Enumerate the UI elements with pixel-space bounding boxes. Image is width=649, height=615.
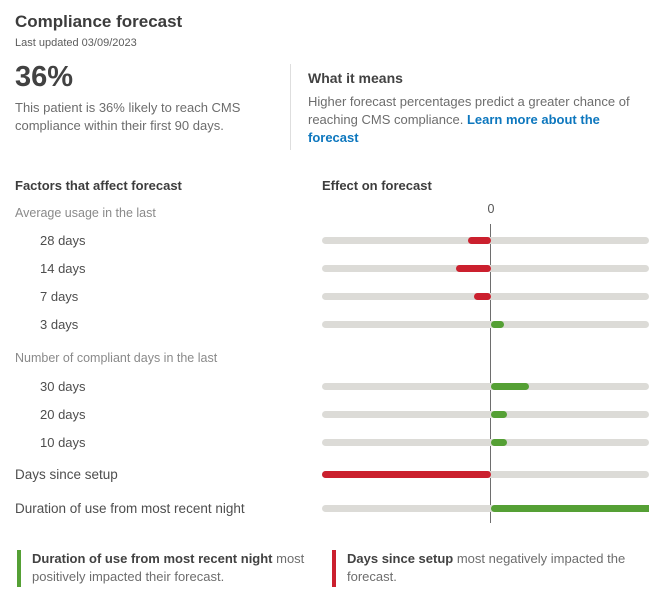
factor-label: Duration of use from most recent night: [15, 500, 245, 516]
factor-label: 3 days: [40, 316, 79, 332]
section-headers: Factors that affect forecast Effect on f…: [0, 178, 649, 196]
callouts: Duration of use from most recent night m…: [0, 550, 649, 587]
negative-effect-bar: [468, 236, 491, 244]
factor-label: 28 days: [40, 232, 86, 248]
factor-row: 10 days: [0, 428, 649, 456]
forecast-percentage: 36%: [15, 61, 74, 93]
positive-effect-bar: [491, 382, 529, 390]
chart-rows: Average usage in the last 28 days 14 days 7…: [0, 200, 649, 524]
factor-label: 7 days: [40, 288, 79, 304]
what-it-means-title: What it means: [308, 70, 403, 86]
forecast-summary: 36% This patient is 36% likely to reach …: [0, 62, 290, 152]
zero-axis-line: [490, 224, 491, 523]
factor-row: 30 days: [0, 372, 649, 400]
what-it-means-text: Higher forecast percentages predict a gr…: [308, 94, 630, 128]
factor-row: 20 days: [0, 400, 649, 428]
negative-callout: Days since setup most negatively impacte…: [332, 550, 649, 587]
factor-row: 3 days: [0, 310, 649, 338]
effect-track: [322, 382, 649, 390]
factor-label: 14 days: [40, 260, 86, 276]
negative-effect-bar: [456, 264, 491, 272]
learn-more-link[interactable]: Learn more about the forecast: [308, 112, 600, 146]
factor-row: Duration of use from most recent night: [0, 492, 649, 524]
effect-header: Effect on forecast: [322, 178, 432, 193]
factor-group-label: Number of compliant days in the last: [15, 351, 218, 365]
summary-band: 36% This patient is 36% likely to reach …: [0, 62, 649, 152]
factors-header: Factors that affect forecast: [15, 178, 182, 193]
forecast-description: This patient is 36% likely to reach CMS …: [15, 100, 241, 133]
last-updated: Last updated 03/09/2023: [15, 37, 137, 49]
positive-callout-factor: Duration of use from most recent night: [32, 551, 273, 566]
positive-effect-bar: [491, 320, 504, 328]
effect-track: [322, 320, 649, 328]
factor-group-row: Average usage in the last: [0, 200, 649, 226]
negative-effect-bar: [474, 292, 491, 300]
negative-effect-bar: [322, 470, 491, 478]
factor-label: 30 days: [40, 378, 86, 394]
what-it-means-panel: What it means Higher forecast percentage…: [291, 62, 644, 152]
factor-group-row: Number of compliant days in the last: [0, 338, 649, 372]
factor-label: 10 days: [40, 434, 86, 450]
factor-row: 7 days: [0, 282, 649, 310]
effect-track: [322, 504, 649, 512]
positive-callout: Duration of use from most recent night m…: [17, 550, 308, 587]
effect-track: [322, 410, 649, 418]
positive-callout-text: most positively impacted their forecast.: [32, 551, 305, 585]
header: Compliance forecast Last updated 03/09/2…: [0, 0, 649, 49]
effect-on-forecast-chart: 0 Average usage in the last 28 days 14 day…: [0, 200, 649, 524]
effect-track: [322, 438, 649, 446]
factor-label: Days since setup: [15, 466, 118, 482]
what-it-means-description: Higher forecast percentages predict a gr…: [308, 93, 644, 148]
negative-callout-factor: Days since setup: [347, 551, 454, 566]
negative-callout-text: most negatively impacted the forecast.: [347, 551, 626, 585]
factor-label: 20 days: [40, 406, 86, 422]
factor-row: 28 days: [0, 226, 649, 254]
vertical-divider: [290, 64, 291, 150]
factor-group-label: Average usage in the last: [15, 206, 156, 220]
factor-row: Days since setup: [0, 456, 649, 492]
positive-effect-bar: [491, 438, 507, 446]
factor-row: 14 days: [0, 254, 649, 282]
page-title: Compliance forecast: [15, 12, 183, 31]
positive-effect-bar: [491, 504, 649, 512]
positive-effect-bar: [491, 410, 507, 418]
axis-zero-label: 0: [487, 202, 495, 216]
